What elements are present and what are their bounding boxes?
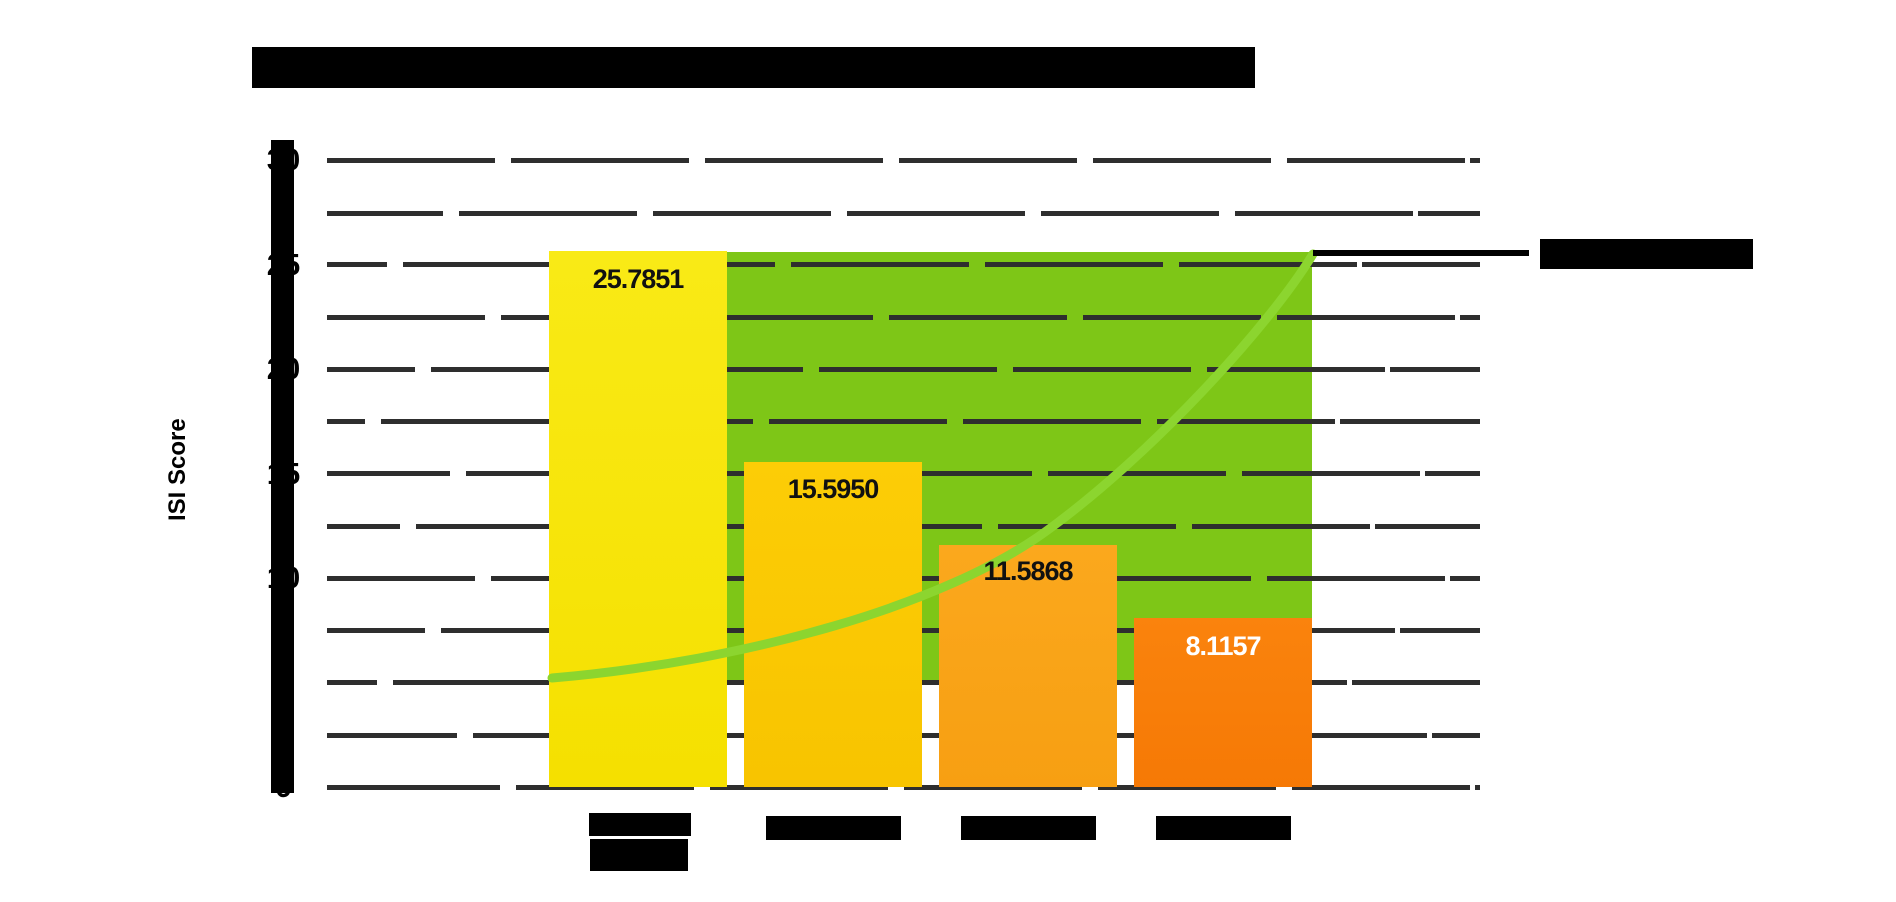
y-tick-0: 0 [274,769,292,804]
y-axis-line [271,140,294,793]
gridline-17-5 [327,419,1480,424]
y-tick-30: 30 [266,142,300,177]
y-axis-title: ISI Score [164,418,191,522]
x-axis-label-baseline-line1: BASELINE [589,813,691,836]
annotation-label-text: (Remission range) [1540,239,1753,269]
y-tick-25: 25 [266,247,300,282]
x-axis-label-month3-text: M3 RESULTS [767,816,900,839]
bar-value-label-1: 25.7851 [592,264,685,294]
gridline-30 [327,158,1480,163]
gridline-27-5 [327,211,1480,216]
gridline-20 [327,367,1480,372]
gridline-25 [327,262,1480,267]
x-axis-label-month12-text: M12 RESULTS [1156,816,1291,839]
bar-month-3 [744,462,922,787]
bar-value-label-3: 11.5868 [983,556,1073,586]
x-axis-label-baseline-line2: (SEVERE) [590,839,688,871]
x-axis-label-month6-text: M6 RESULTS [962,816,1095,839]
annotation-line [1313,250,1529,256]
x-axis-label-month12: M12 RESULTS [1156,816,1291,840]
x-axis-label-month3: M3 RESULTS [766,816,901,840]
y-tick-10: 10 [266,560,300,595]
x-axis-label-baseline-line1-text: BASELINE [589,813,691,836]
x-axis-label-baseline-line2-text: (SEVERE) [590,843,688,866]
annotation-label: (Remission range) [1540,239,1753,269]
x-axis-label-month6: M6 RESULTS [961,816,1096,840]
gridline-0 [327,785,1480,790]
chart-title-text: TREATMENT PROGRESS: ISI SCORE IMPROVEMEN… [309,48,1198,86]
gridline-22-5 [327,315,1480,320]
bar-value-label-2: 15.5950 [787,474,880,504]
y-tick-20: 20 [266,351,300,386]
y-tick-15: 15 [266,456,300,491]
y-tick-5: 5 [274,665,292,700]
chart-title: TREATMENT PROGRESS: ISI SCORE IMPROVEMEN… [252,47,1255,88]
bar-baseline [549,251,727,787]
bar-value-label-4: 8.1157 [1185,631,1261,661]
